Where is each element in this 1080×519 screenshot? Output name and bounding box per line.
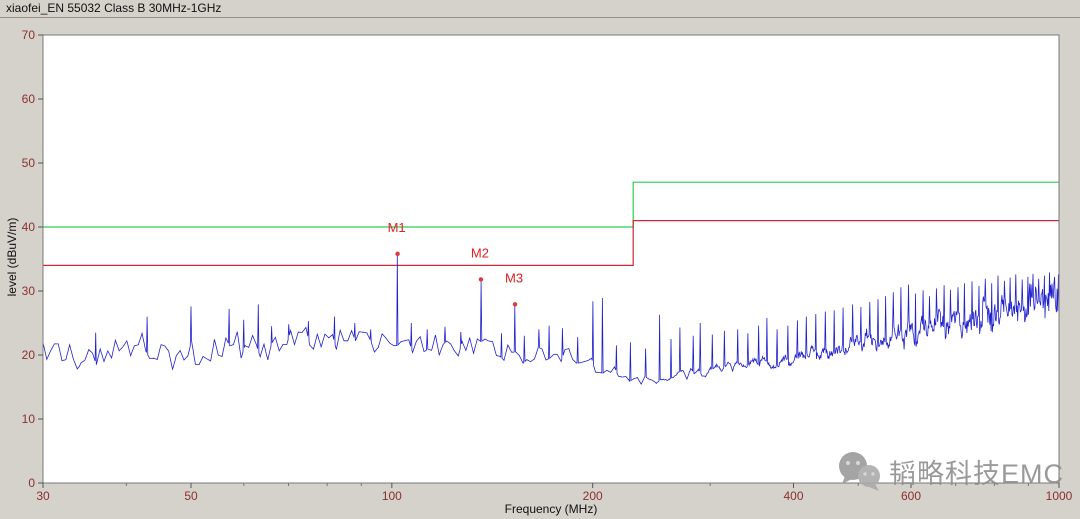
y-axis-title: level (dBuV/m): [5, 217, 19, 297]
y-tick-label: 40: [22, 220, 36, 234]
marker-dot-m3[interactable]: [512, 302, 518, 307]
x-tick-label: 50: [184, 489, 198, 503]
y-tick-label: 60: [22, 92, 36, 106]
marker-label-m1: M1: [388, 220, 406, 235]
x-tick-label: 100: [382, 489, 402, 503]
y-tick-label: 50: [22, 156, 36, 170]
x-tick-label: 200: [583, 489, 603, 503]
x-axis-title: Frequency (MHz): [504, 502, 598, 516]
wechat-logo-icon: [839, 452, 880, 491]
x-tick-label: 30: [36, 489, 50, 503]
y-tick-label: 0: [28, 476, 35, 490]
marker-dot-m1[interactable]: [395, 251, 400, 256]
plot-frame: [42, 34, 1060, 484]
y-tick-label: 10: [22, 412, 36, 426]
x-tick-label: 400: [783, 489, 803, 503]
watermark-text: 韬略科技EMC: [889, 458, 1064, 489]
y-tick-label: 20: [22, 348, 36, 362]
marker-dot-m2[interactable]: [478, 277, 484, 282]
watermark: 韬略科技EMC: [835, 449, 1064, 493]
emission-trace: [42, 255, 1060, 385]
window-title: xiaofei_EN 55032 Class B 30MHz-1GHz: [6, 1, 222, 15]
limit-line-qp: [43, 181, 1059, 228]
marker-label-m2: M2: [471, 245, 489, 260]
x-tick-label: 600: [901, 489, 921, 503]
y-tick-label: 70: [22, 28, 36, 42]
marker-label-m3: M3: [505, 270, 523, 285]
plot-area[interactable]: [43, 35, 1059, 483]
limit-line-margin: [43, 220, 1059, 266]
y-tick-label: 30: [22, 284, 36, 298]
window-title-bar: xiaofei_EN 55032 Class B 30MHz-1GHz: [0, 0, 1080, 18]
x-tick-label: 1000: [1046, 489, 1073, 503]
